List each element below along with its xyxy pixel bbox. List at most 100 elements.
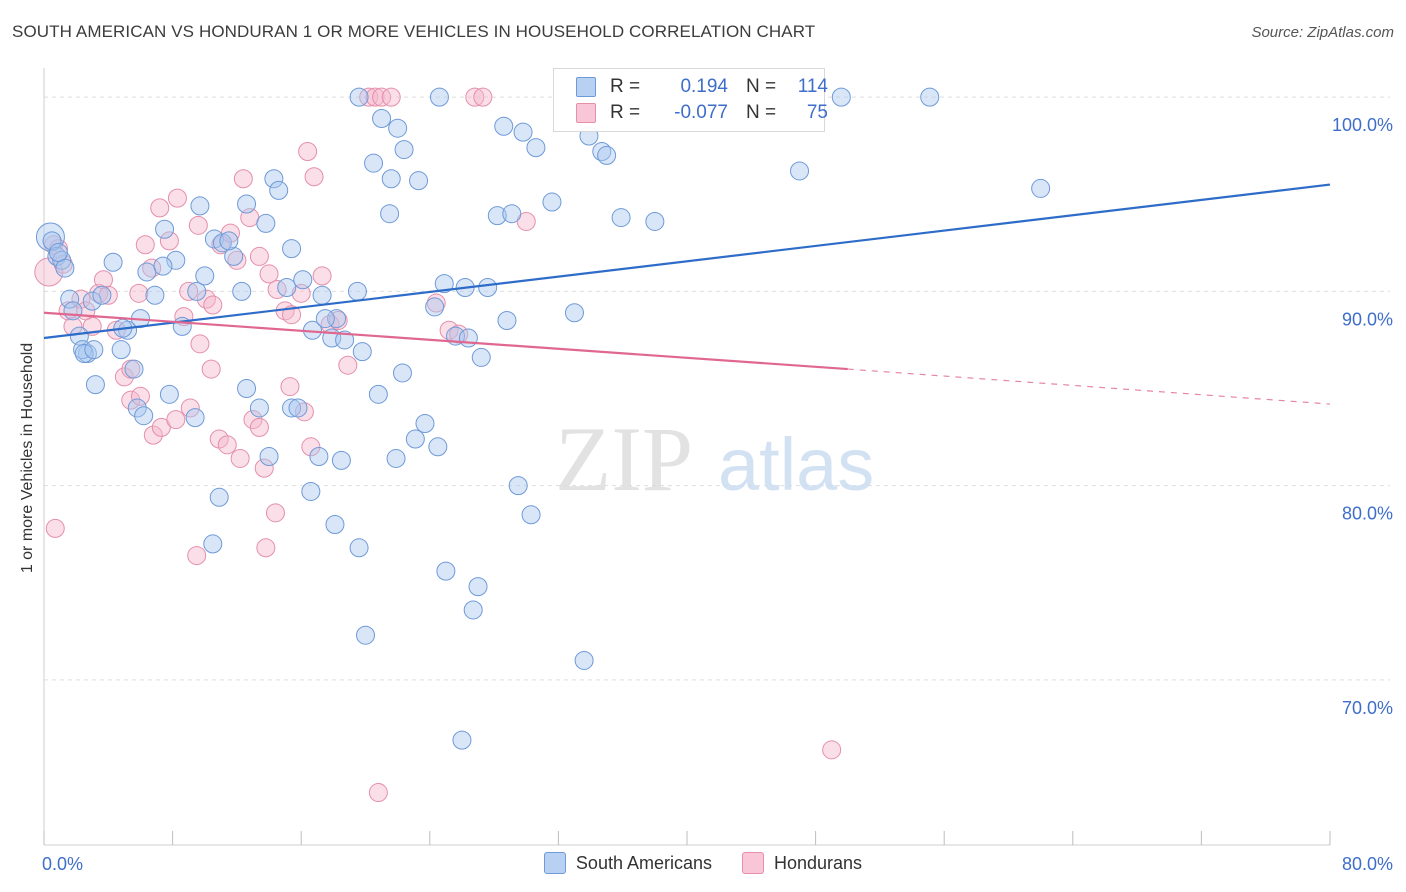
south-americans-point	[388, 118, 408, 138]
south-americans-point	[288, 398, 308, 418]
south-americans-point	[103, 252, 123, 272]
hondurans-point	[93, 270, 113, 290]
south-americans-point	[335, 330, 355, 350]
hondurans-point	[516, 211, 536, 231]
hondurans-point	[121, 390, 141, 410]
tick-labels: 70.0% 80.0% 90.0% 100.0% 0.0% 80.0%	[42, 115, 1393, 874]
legend-n-value: 75	[806, 102, 828, 123]
hondurans-point	[179, 281, 199, 301]
hondurans-point	[304, 167, 324, 187]
hondurans-point	[190, 334, 210, 354]
south-americans-point	[325, 514, 345, 534]
south-americans-point	[513, 122, 533, 142]
south-americans-point	[84, 340, 104, 360]
south-americans-point	[137, 262, 157, 282]
south-americans-point	[415, 413, 435, 433]
hondurans-point	[114, 367, 134, 387]
hondurans-points	[34, 87, 842, 803]
hondurans-point	[187, 546, 207, 566]
south-americans-point	[526, 138, 546, 158]
hondurans-point	[151, 417, 171, 437]
south-americans-point	[405, 429, 425, 449]
south-americans-point	[494, 116, 514, 136]
south-americans-point	[368, 384, 388, 404]
legend-swatch-pink	[576, 103, 596, 123]
hondurans-trend-extension	[847, 368, 1331, 405]
south-americans-point	[237, 379, 257, 399]
south-americans-point	[237, 194, 257, 214]
y-tick-label: 100.0%	[1332, 115, 1393, 135]
south-americans-point	[380, 204, 400, 224]
hondurans-point	[465, 87, 485, 107]
legend-n-label: N =	[746, 76, 777, 97]
hondurans-point	[298, 142, 318, 162]
south-americans-point	[232, 281, 252, 301]
legend-swatch-blue	[543, 852, 566, 874]
legend-item-south-americans: South Americans	[543, 852, 712, 874]
south-americans-point	[452, 730, 472, 750]
hondurans-point	[188, 215, 208, 235]
hondurans-point	[381, 87, 401, 107]
south-americans-point	[349, 538, 369, 558]
hondurans-point	[45, 518, 65, 538]
south-americans-point	[155, 219, 175, 239]
south-americans-point	[381, 169, 401, 189]
hondurans-point	[254, 458, 274, 478]
watermark-atlas: atlas	[718, 423, 874, 506]
south-americans-point	[394, 140, 414, 160]
hondurans-point	[280, 377, 300, 397]
south-americans-point	[349, 87, 369, 107]
south-americans-point	[63, 301, 83, 321]
legend-item-hondurans: Hondurans	[742, 852, 862, 874]
x-tick-label: 0.0%	[42, 854, 83, 874]
south-americans-point	[224, 246, 244, 266]
hondurans-point	[167, 188, 187, 208]
legend-n-label: N =	[746, 102, 777, 123]
south-americans-point	[312, 285, 332, 305]
south-americans-point	[409, 171, 429, 191]
south-americans-point	[597, 145, 617, 165]
hondurans-point	[143, 425, 163, 445]
south-americans-point	[487, 206, 507, 226]
hondurans-point	[227, 250, 247, 270]
hondurans-point	[338, 355, 358, 375]
series-legend: South Americans Hondurans	[0, 852, 1406, 874]
trend-lines	[43, 183, 1331, 405]
hondurans-point	[230, 448, 250, 468]
hondurans-point	[291, 283, 311, 303]
hondurans-point	[166, 410, 186, 430]
south-americans-point	[356, 625, 375, 645]
legend-r-label: R =	[610, 102, 641, 123]
south-americans-points	[35, 87, 1051, 750]
hondurans-point	[282, 305, 302, 325]
hondurans-point	[159, 231, 179, 251]
south-americans-point	[436, 561, 456, 581]
hondurans-point	[301, 437, 321, 457]
south-americans-point	[166, 250, 186, 270]
south-americans-point	[611, 208, 631, 228]
south-americans-point	[521, 505, 541, 525]
south-americans-point	[468, 577, 488, 597]
south-americans-point	[145, 285, 165, 305]
south-americans-point	[256, 213, 276, 233]
hondurans-point	[203, 295, 223, 315]
hondurans-point	[312, 266, 332, 286]
chart-title: SOUTH AMERICAN VS HONDURAN 1 OR MORE VEH…	[12, 22, 816, 41]
south-americans-point	[264, 169, 284, 189]
south-americans-point	[471, 347, 491, 367]
hondurans-trend-line	[43, 311, 848, 371]
south-americans-point	[111, 340, 131, 360]
south-americans-point	[352, 342, 372, 362]
south-americans-point	[203, 534, 223, 554]
hondurans-point	[243, 410, 263, 430]
y-tick-label: 90.0%	[1342, 309, 1393, 329]
south-americans-point	[542, 192, 562, 212]
hondurans-point	[449, 324, 469, 344]
hondurans-point	[130, 386, 150, 406]
south-americans-point	[425, 297, 445, 317]
south-americans-trend-line	[43, 183, 1331, 340]
south-americans-point	[74, 344, 94, 364]
x-tick-label: 80.0%	[1342, 854, 1393, 874]
south-americans-point	[831, 87, 851, 107]
